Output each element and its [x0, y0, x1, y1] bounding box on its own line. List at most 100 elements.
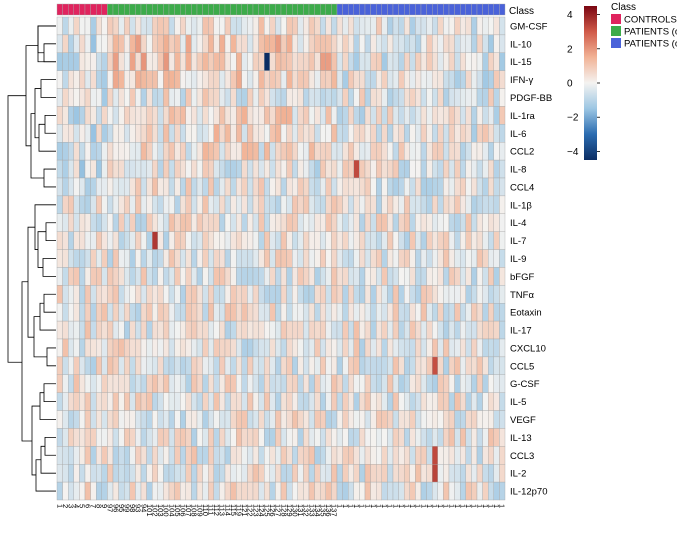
heatmap-cell [235, 481, 242, 501]
heatmap-cell [426, 338, 433, 358]
heatmap-cell [443, 285, 450, 304]
heatmap-cell [258, 428, 265, 447]
heatmap-cell [112, 159, 119, 179]
heatmap-cell [342, 195, 349, 214]
column-label: 1 [414, 504, 423, 508]
heatmap-cell [353, 320, 360, 340]
heatmap-cell [381, 320, 388, 340]
heatmap-cell [163, 231, 170, 250]
heatmap-cell [95, 338, 102, 358]
heatmap-cell [359, 159, 366, 179]
heatmap-cell [488, 464, 495, 483]
heatmap-cell [325, 285, 332, 304]
heatmap-cell [123, 177, 130, 197]
heatmap-cell [90, 106, 97, 125]
heatmap-cell [359, 142, 366, 161]
heatmap-cell [252, 70, 259, 89]
heatmap-cell [275, 231, 282, 250]
heatmap-cell [73, 231, 80, 250]
heatmap-cell [297, 338, 304, 358]
heatmap-cell [426, 249, 433, 268]
heatmap-cell [280, 177, 287, 197]
heatmap-cell [303, 34, 310, 53]
heatmap-cell [241, 213, 248, 232]
heatmap-cell [230, 267, 237, 286]
heatmap-cell [448, 410, 455, 429]
row-label: CXCL10 [510, 343, 546, 354]
heatmap-cell [258, 374, 265, 393]
heatmap-cell [174, 320, 181, 340]
heatmap-cell [387, 464, 394, 483]
class-bar-cell [454, 3, 461, 16]
heatmap-cell [62, 320, 69, 340]
heatmap-cell [297, 481, 304, 501]
heatmap-cell [308, 177, 315, 197]
heatmap-cell [252, 303, 259, 322]
heatmap-cell [112, 392, 119, 411]
heatmap-cell [157, 213, 164, 232]
heatmap-cell [488, 320, 495, 340]
heatmap-cell [230, 34, 237, 53]
heatmap-cell [448, 52, 455, 71]
heatmap-cell [415, 374, 422, 393]
heatmap-cell [465, 428, 472, 447]
heatmap-cell [398, 52, 405, 71]
heatmap-cell [432, 481, 439, 501]
heatmap-cell [185, 177, 192, 197]
column-label: 119 [235, 504, 244, 516]
heatmap-cell [90, 428, 97, 447]
heatmap-cell [258, 464, 265, 483]
heatmap-cell [336, 124, 343, 143]
heatmap-cell [207, 16, 214, 36]
heatmap-cell [499, 446, 506, 465]
heatmap-cell [235, 106, 242, 125]
heatmap-cell [157, 249, 164, 268]
heatmap-cell [499, 338, 506, 358]
heatmap-cell [364, 177, 371, 197]
heatmap-cell [420, 481, 427, 501]
heatmap-cell [280, 213, 287, 232]
heatmap-cell [476, 231, 483, 250]
heatmap-cell [219, 70, 226, 89]
heatmap-cell [420, 106, 427, 125]
heatmap-cell [342, 124, 349, 143]
heatmap-cell [320, 428, 327, 447]
heatmap-cell [286, 464, 293, 483]
heatmap-cell [112, 303, 119, 322]
heatmap-cell [420, 159, 427, 179]
heatmap-cell [342, 303, 349, 322]
row-label: IL-1ra [510, 111, 536, 122]
class-bar-cell [482, 3, 489, 16]
heatmap-cell [482, 70, 489, 89]
heatmap-cell [320, 106, 327, 125]
heatmap-cell [264, 428, 271, 447]
heatmap-cell [174, 52, 181, 71]
heatmap-cell [107, 231, 114, 250]
heatmap-cell [252, 338, 259, 358]
heatmap-cell [331, 267, 338, 286]
heatmap-cell [95, 213, 102, 232]
heatmap-cell [476, 249, 483, 268]
heatmap-cell [258, 231, 265, 250]
heatmap-cell [392, 464, 399, 483]
heatmap-cell [90, 195, 97, 214]
heatmap-cell [67, 303, 74, 322]
heatmap-cell [196, 195, 203, 214]
heatmap-cell [185, 356, 192, 375]
heatmap-cell [241, 303, 248, 322]
class-bar-cell [499, 3, 506, 16]
heatmap-cell [465, 88, 472, 107]
heatmap-cell [348, 374, 355, 393]
heatmap-cell [62, 159, 69, 179]
heatmap-cell [163, 249, 170, 268]
heatmap-cell [297, 285, 304, 304]
heatmap-cell [84, 231, 91, 250]
class-bar-cell [392, 3, 399, 16]
heatmap-cell [471, 195, 478, 214]
heatmap-cell [392, 52, 399, 71]
column-label: 136 [324, 504, 333, 517]
heatmap-cell [454, 106, 461, 125]
heatmap-cell [392, 392, 399, 411]
heatmap-cell [320, 34, 327, 53]
heatmap-cell [118, 159, 125, 179]
